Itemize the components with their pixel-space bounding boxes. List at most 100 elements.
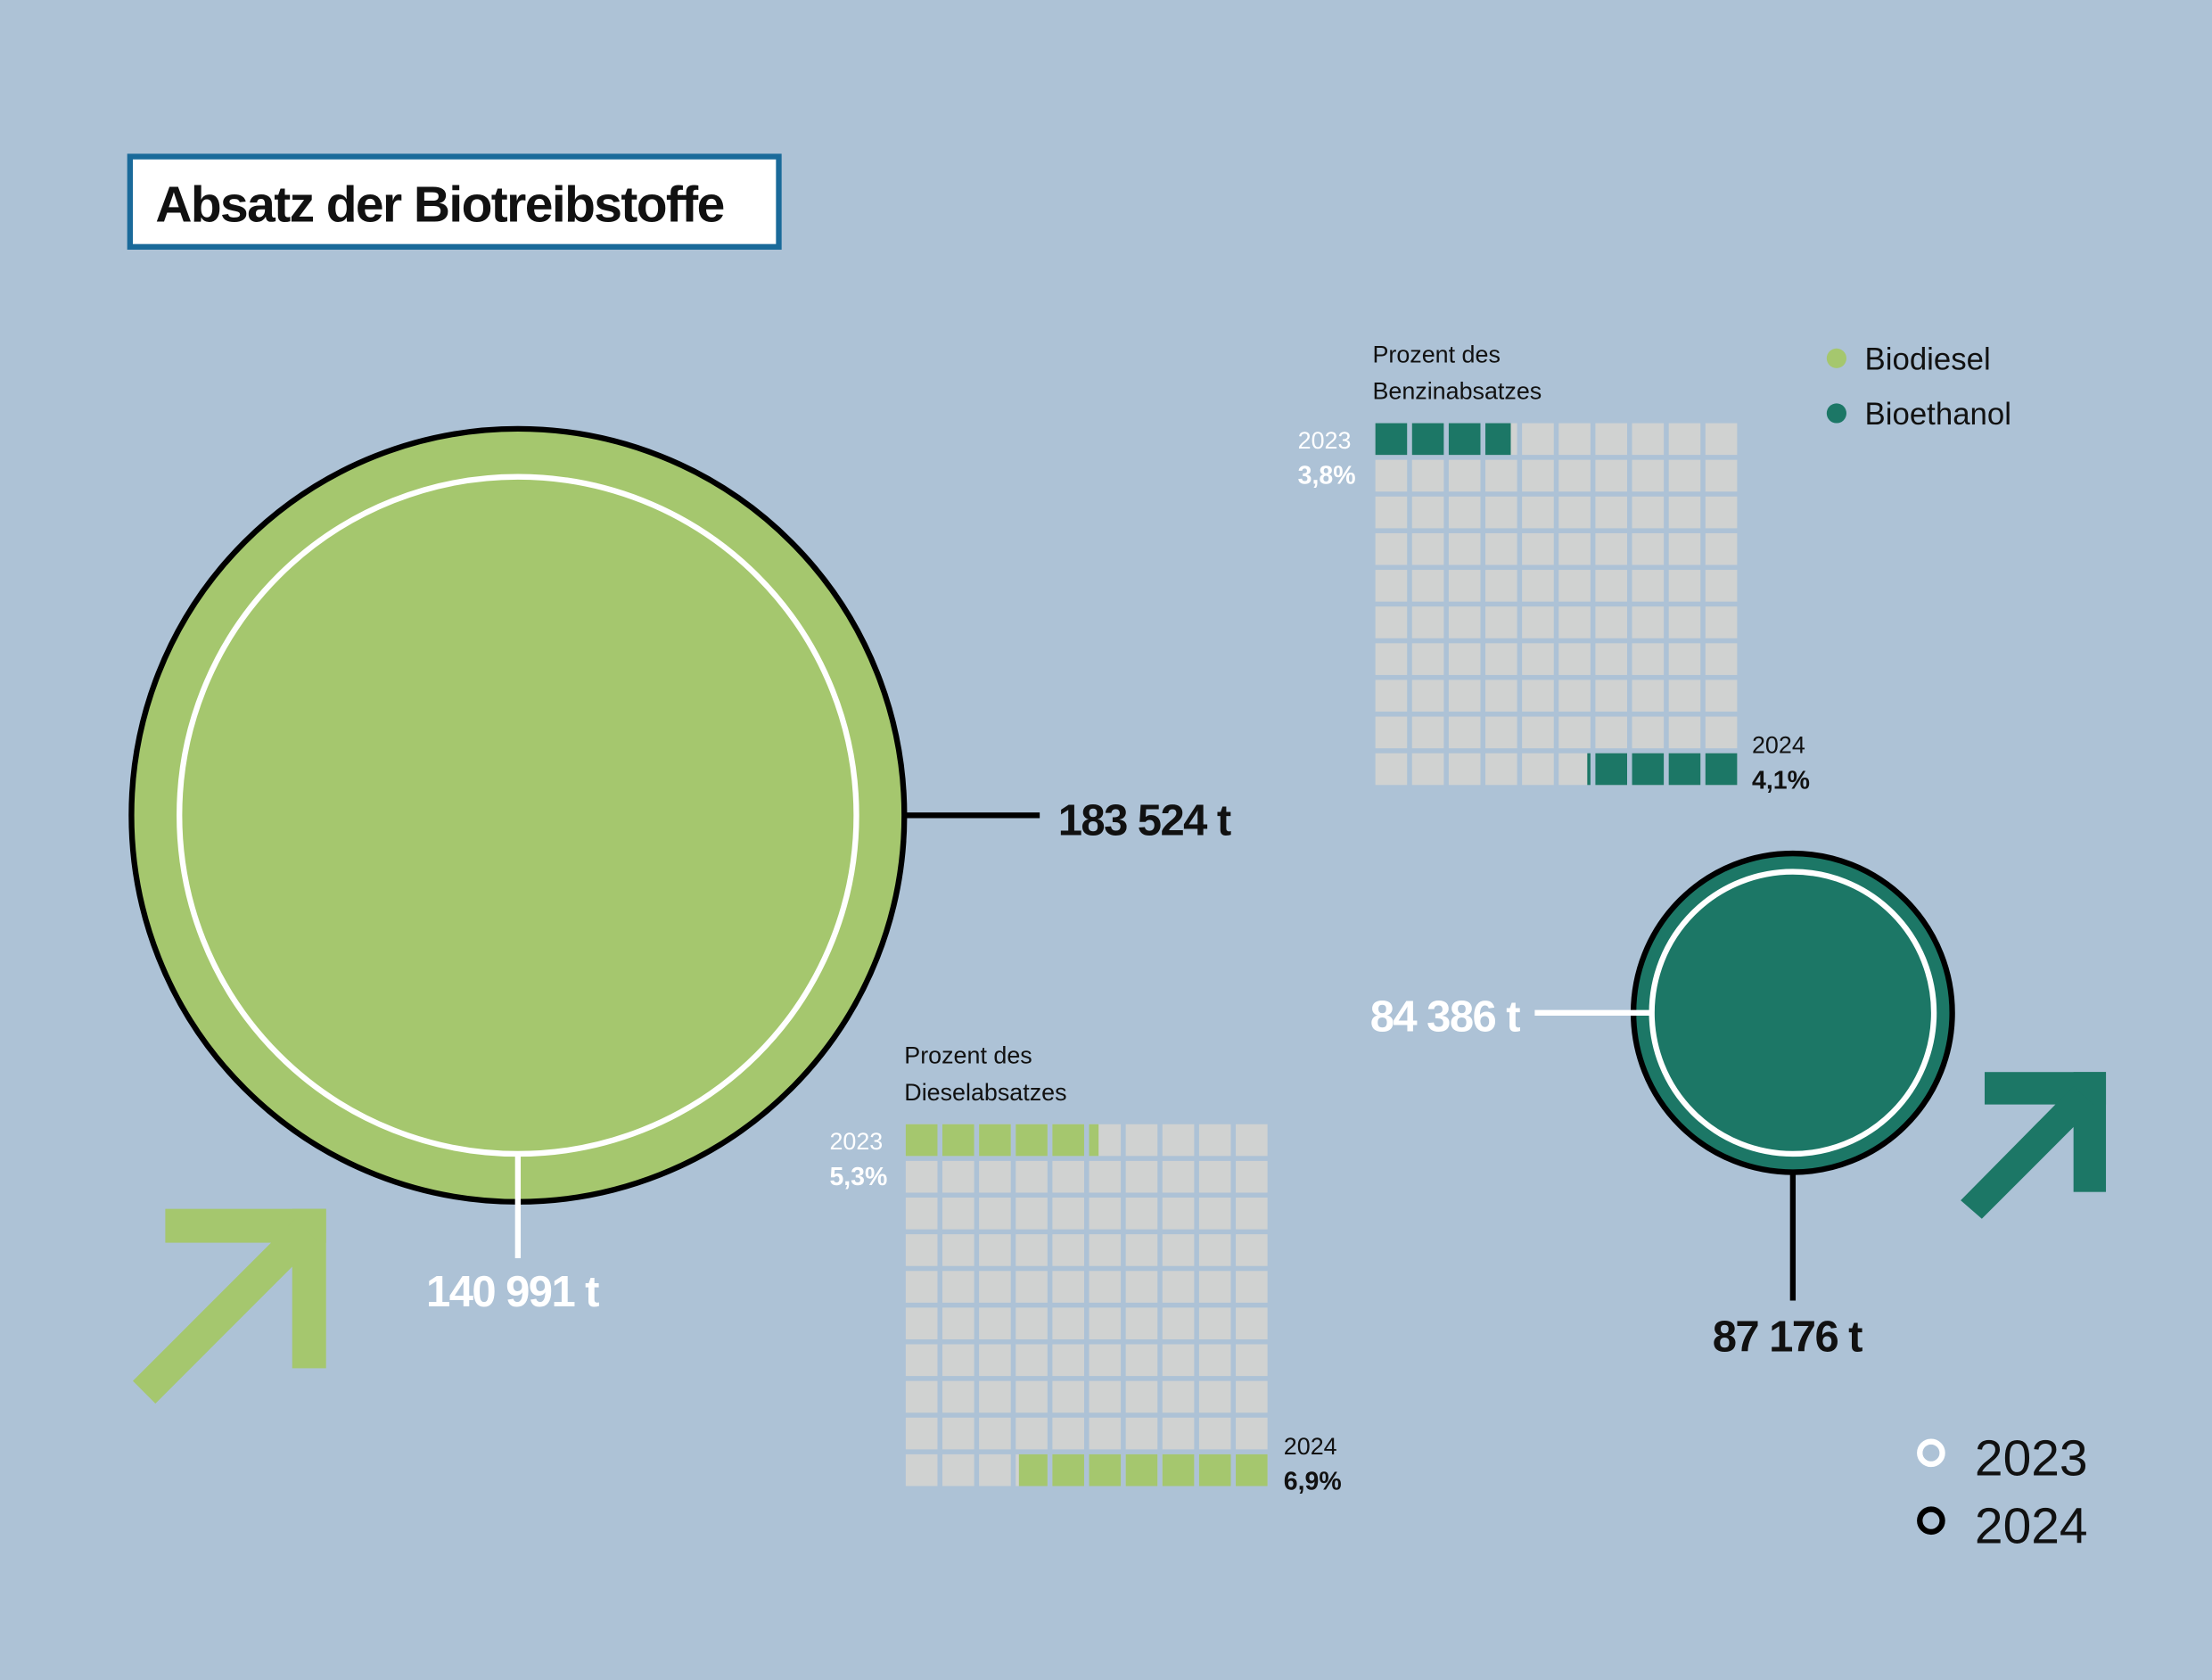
biodiesel-bubbles: 183 524 t 140 991 t (128, 425, 1232, 1404)
waffle-cell (1162, 1307, 1195, 1339)
waffle-cell (1632, 496, 1665, 529)
waffle-cell (1236, 1234, 1268, 1266)
waffle-cell (1125, 1198, 1158, 1230)
waffle-cell (1558, 679, 1591, 712)
waffle-cell-filled-2024 (1052, 1454, 1084, 1486)
legend-2024: 2024 (1975, 1498, 2088, 1555)
waffle-cell (1522, 570, 1554, 602)
waffle-cell-filled-2024 (1632, 753, 1665, 786)
waffle-cell (1558, 532, 1591, 565)
waffle-cell (942, 1234, 974, 1266)
bioethanol-legend-dot (1826, 403, 1846, 424)
waffle-cell (1162, 1417, 1195, 1450)
waffle-cell-filled-2023 (1052, 1124, 1084, 1157)
diesel-waffle-title-line2: Dieselabsatzes (904, 1079, 1066, 1106)
waffle-cell (1375, 643, 1408, 675)
waffle-cell (1668, 496, 1701, 529)
waffle-cell-filled-2024 (1198, 1454, 1231, 1486)
waffle-cell-filled-2023 (1089, 1124, 1099, 1157)
waffle-cell (1198, 1124, 1231, 1157)
waffle-cell (942, 1307, 974, 1339)
waffle-cell (1125, 1307, 1158, 1339)
waffle-cell (1485, 679, 1517, 712)
waffle-cell (905, 1344, 938, 1377)
benzin-waffle: Prozent des Benzinabsatzes 2023 3,8% 202… (1298, 342, 1810, 795)
waffle-cell (1485, 459, 1517, 492)
waffle-cell (1595, 459, 1627, 492)
diesel-2024-percent: 6,9% (1284, 1467, 1342, 1495)
waffle-cell (979, 1380, 1011, 1413)
waffle-cell (1595, 423, 1627, 456)
waffle-cell (1705, 423, 1738, 456)
waffle-cell (1632, 606, 1665, 638)
waffle-cell (1089, 1271, 1122, 1303)
waffle-cell (1632, 532, 1665, 565)
waffle-cell (1448, 679, 1481, 712)
legend-biodiesel: Biodiesel (1865, 342, 1991, 376)
waffle-cell (942, 1380, 974, 1413)
benzin-2024-year: 2024 (1752, 732, 1805, 759)
waffle-cell (1558, 459, 1591, 492)
waffle-cell (1162, 1124, 1195, 1157)
waffle-cell (1595, 570, 1627, 602)
benzin-2023-year: 2023 (1298, 427, 1352, 454)
benzin-2024-percent: 4,1% (1752, 766, 1810, 795)
waffle-cell (1595, 679, 1627, 712)
waffle-cell (1198, 1307, 1231, 1339)
waffle-cell (1375, 496, 1408, 529)
waffle-cell (1411, 459, 1444, 492)
waffle-cell (1558, 753, 1591, 786)
waffle-cell (1558, 496, 1591, 529)
waffle-cell (979, 1454, 1011, 1486)
waffle-cell (1668, 459, 1701, 492)
waffle-cell (1016, 1271, 1048, 1303)
waffle-cell (1522, 496, 1554, 529)
fuel-legend: Biodiesel Bioethanol (1826, 342, 2011, 432)
benzin-2023-percent: 3,8% (1298, 462, 1356, 490)
waffle-cell (1411, 679, 1444, 712)
waffle-cell (1198, 1198, 1231, 1230)
waffle-cell (1125, 1234, 1158, 1266)
waffle-cell (1089, 1417, 1122, 1450)
diesel-waffle-cells (905, 1124, 1268, 1486)
waffle-cell (1052, 1160, 1084, 1193)
waffle-cell (1236, 1198, 1268, 1230)
biodiesel-2024-label: 183 524 t (1058, 796, 1231, 844)
waffle-cell (1448, 459, 1481, 492)
waffle-cell (1198, 1271, 1231, 1303)
waffle-cell (979, 1160, 1011, 1193)
waffle-cell (1016, 1417, 1048, 1450)
waffle-cell (905, 1160, 938, 1193)
waffle-cell (1522, 606, 1554, 638)
waffle-cell (1485, 570, 1517, 602)
page-title: Absatz der Biotreibstoffe (155, 176, 723, 233)
waffle-cell (1668, 423, 1701, 456)
waffle-cell (1632, 570, 1665, 602)
waffle-cell (979, 1198, 1011, 1230)
waffle-cell (1522, 679, 1554, 712)
waffle-cell (1375, 570, 1408, 602)
waffle-cell-filled-2024 (1668, 753, 1701, 786)
waffle-cell (1411, 570, 1444, 602)
waffle-cell-filled-2023 (1411, 423, 1444, 456)
waffle-cell (979, 1344, 1011, 1377)
waffle-cell (1485, 716, 1517, 749)
waffle-cell (905, 1271, 938, 1303)
waffle-cell (1016, 1160, 1048, 1193)
waffle-cell (1668, 643, 1701, 675)
waffle-cell (1236, 1160, 1268, 1193)
waffle-cell-filled-2023 (1016, 1124, 1048, 1157)
waffle-cell (1558, 716, 1591, 749)
benzin-waffle-cells (1375, 423, 1738, 786)
waffle-cell (1705, 643, 1738, 675)
waffle-cell (979, 1271, 1011, 1303)
bioethanol-bubbles: 84 386 t 87 176 t (1370, 850, 2107, 1361)
waffle-cell (905, 1454, 938, 1486)
waffle-cell (1411, 532, 1444, 565)
waffle-cell-filled-2023 (905, 1124, 938, 1157)
waffle-cell (1448, 496, 1481, 529)
waffle-cell (942, 1198, 974, 1230)
waffle-cell (1052, 1271, 1084, 1303)
waffle-cell (1089, 1307, 1122, 1339)
